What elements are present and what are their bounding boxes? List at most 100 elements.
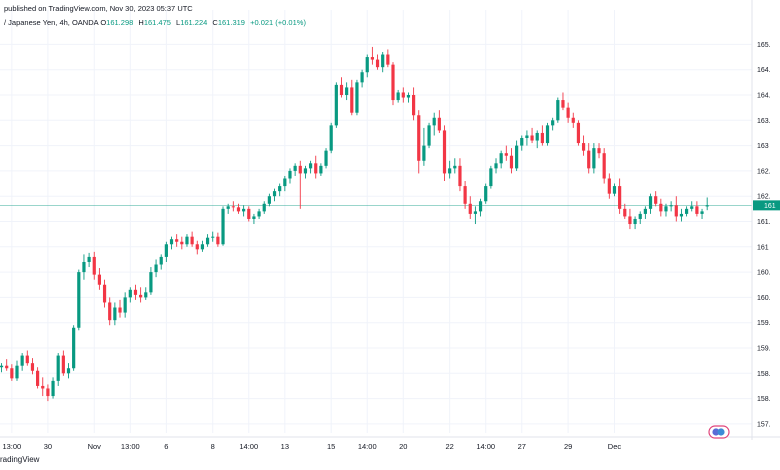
candle-body [576,122,581,144]
candle [92,251,96,280]
candle [169,236,174,250]
y-tick-label: 158. [757,371,771,378]
candle-body [102,284,107,303]
candle [659,198,663,217]
candle-body [61,355,65,374]
candle-body [478,201,483,212]
candle [561,92,565,111]
candle-body [556,100,560,121]
y-tick-label: 165. [757,42,771,49]
candle [386,49,390,68]
candle [319,163,323,176]
candle [551,117,555,131]
candle [314,155,318,179]
candle-body [51,380,55,397]
candle-body [247,208,251,219]
x-tick-label: 14:00 [358,442,377,451]
candles [0,46,709,402]
candle [669,201,673,212]
candle-body [350,87,354,113]
candle-body [262,203,266,212]
x-tick-label: 29 [564,442,572,451]
chart-grid [0,10,752,433]
candle [211,231,215,242]
y-tick-label: 163. [757,118,771,125]
y-tick-label: 157. [757,421,771,428]
candle [329,122,333,154]
candle-body [231,206,235,208]
candle [525,130,529,146]
candle [592,143,596,174]
x-tick-label: 6 [164,442,168,451]
candle [628,208,632,230]
x-tick-label: 13:00 [2,442,21,451]
candle [236,203,241,214]
candle [149,267,153,295]
candle [597,143,601,159]
candle-body [489,168,493,187]
candle-body [484,186,488,202]
scroll-to-realtime-button[interactable] [708,425,730,439]
price-axis[interactable]: 157. 158. 158. 159. 159. 160. 160. 161 161. 162. 1… [751,0,771,440]
candle [72,325,76,371]
x-tick-label: 30 [44,442,52,451]
candle-body [97,274,102,285]
candle-body [185,236,189,245]
candle-body [468,203,472,214]
candle [231,201,235,212]
candle-body [375,59,380,68]
x-tick-label: 13 [281,442,289,451]
x-tick-label: 13:00 [121,442,140,451]
candle-body [236,207,241,212]
candle-body [530,135,534,141]
candle [453,158,457,174]
candle [5,359,9,371]
x-tick-label: 14:00 [476,442,495,451]
candle-body [633,218,637,225]
candle-body [607,178,611,194]
open-label: O [100,18,107,27]
candle-body [339,84,344,96]
candle-body [674,205,678,217]
time-axis[interactable]: 13:00 30 Nov 13:00 6 8 14:00 13 15 14:00 20 22 14:00… [0,436,780,451]
y-tick-label: 162. [757,194,771,201]
candle-body [139,294,143,298]
y-tick-label: 158. [757,396,771,403]
candle [216,232,220,247]
x-tick-label: 27 [518,442,526,451]
candle-body [504,153,508,156]
candle [355,79,359,116]
candle [308,160,313,174]
candle-body [345,87,349,96]
published-note: published on TradingView.com, Nov 30, 20… [4,4,193,13]
candle-body [695,206,699,214]
candle [406,92,411,103]
candle [412,87,416,121]
y-tick-label: 164. [757,93,771,100]
candle [612,183,617,197]
candle-body [654,196,658,204]
candle-body [509,155,514,169]
candle-body [77,272,81,328]
candle-body [175,239,179,242]
y-tick-label: 159. [757,345,771,352]
candle [144,287,148,300]
y-tick-label: 161. [757,219,771,226]
candle [324,148,328,169]
candle-body [684,208,689,214]
y-tick-label: 164. [757,67,771,74]
symbol-name[interactable]: / Japanese Yen, 4h, OANDA [4,18,99,27]
candle-body [293,165,297,171]
candle-body [200,244,205,250]
candle-body [226,206,230,209]
candle-body [113,307,117,321]
candle [535,130,539,149]
candle [494,158,498,174]
candle [360,69,364,88]
candle [602,148,606,184]
brand-footer: radingView [0,455,39,464]
candle-body [545,125,550,144]
candle-body [520,138,524,146]
candle [257,208,261,219]
